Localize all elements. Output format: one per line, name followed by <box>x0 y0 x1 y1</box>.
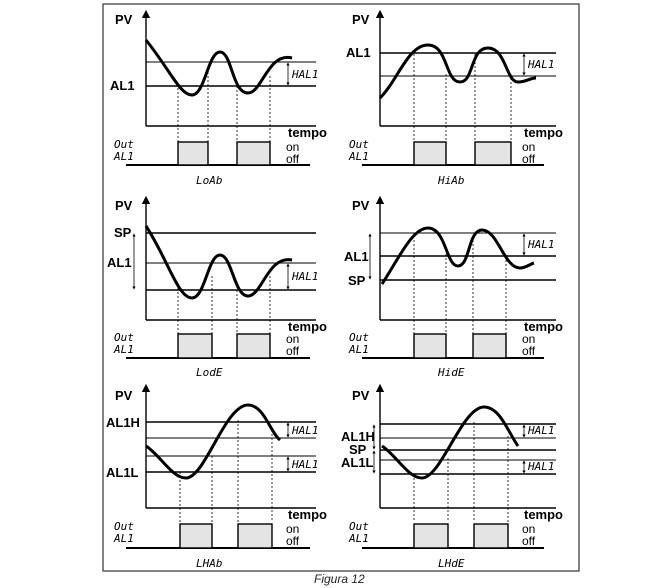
off-label: off <box>286 534 300 548</box>
hys-label: HAL1 <box>291 68 319 81</box>
setpoint-label: SP <box>349 442 367 457</box>
y-axis-label: PV <box>115 388 133 403</box>
out-label: AL1 <box>113 150 134 163</box>
panel-lode: PV tempo SP AL1 HAL1 Out AL1 on off LodE <box>107 195 327 379</box>
y-axis-label: PV <box>352 12 370 27</box>
output-pulse <box>236 141 271 166</box>
out-label: Out <box>114 331 134 344</box>
pv-curve <box>381 405 520 480</box>
x-axis-label: tempo <box>288 507 327 522</box>
hys-label: HAL1 <box>527 58 555 71</box>
out-label: Out <box>114 138 134 151</box>
y-axis-label: PV <box>115 12 133 27</box>
out-label: Out <box>349 138 369 151</box>
x-axis-label: tempo <box>524 507 563 522</box>
pv-curve <box>145 403 282 480</box>
hys-label: HAL1 <box>527 460 555 473</box>
x-axis-label: tempo <box>524 125 563 140</box>
low-threshold-label: AL1L <box>341 455 374 470</box>
mode-label: LHdE <box>438 557 465 570</box>
mode-label: HidE <box>437 366 465 379</box>
mode-label: LHAb <box>196 557 223 570</box>
hys-label: HAL1 <box>291 424 319 437</box>
hys-label: HAL1 <box>527 238 555 251</box>
output-pulse <box>179 523 213 549</box>
figure-caption: Figura 12 <box>314 572 365 586</box>
on-label: on <box>286 522 299 536</box>
y-axis-label: PV <box>352 388 370 403</box>
setpoint-label: SP <box>348 273 366 288</box>
out-label: Out <box>114 520 134 533</box>
high-threshold-label: AL1H <box>341 429 375 444</box>
figure-frame <box>102 3 580 572</box>
off-label: off <box>286 152 300 166</box>
off-label: off <box>522 534 536 548</box>
on-label: on <box>286 140 299 154</box>
x-axis-label: tempo <box>288 319 327 334</box>
setpoint-label: SP <box>114 225 132 240</box>
panel-hiab: PV tempo AL1 HAL1 Out AL1 on off HiAb <box>346 9 563 187</box>
output-pulse <box>472 333 507 359</box>
y-axis-label: PV <box>115 198 133 213</box>
x-axis-label: tempo <box>524 319 563 334</box>
out-label: AL1 <box>113 532 134 545</box>
hys-label: HAL1 <box>291 458 319 471</box>
output-pulse <box>413 141 447 166</box>
output-pulse <box>177 141 209 166</box>
output-pulse <box>474 141 512 166</box>
on-label: on <box>522 522 535 536</box>
out-label: AL1 <box>348 343 369 356</box>
output-pulse <box>177 333 213 359</box>
panel-lhab: PV tempo AL1H AL1L HAL1 HAL1 Out AL1 on … <box>106 383 327 570</box>
output-pulse <box>413 333 447 359</box>
panel-hide: PV tempo AL1 SP HAL1 Out AL1 on off HidE <box>344 195 563 379</box>
panel-lhde: PV tempo AL1H SP AL1L HAL1 HAL1 Out AL1 … <box>341 383 563 570</box>
high-threshold-label: AL1H <box>106 415 140 430</box>
out-label: Out <box>349 331 369 344</box>
threshold-label: AL1 <box>344 249 369 264</box>
hys-label: HAL1 <box>291 270 319 283</box>
off-label: off <box>522 152 536 166</box>
hys-label: HAL1 <box>527 424 555 437</box>
on-label: on <box>522 332 535 346</box>
out-label: AL1 <box>113 343 134 356</box>
off-label: off <box>522 344 536 358</box>
off-label: off <box>286 344 300 358</box>
threshold-label: AL1 <box>107 255 132 270</box>
pv-curve <box>380 226 535 285</box>
on-label: on <box>286 332 299 346</box>
y-axis-label: PV <box>352 198 370 213</box>
threshold-label: AL1 <box>110 78 135 93</box>
pv-curve <box>144 225 293 300</box>
mode-label: HiAb <box>437 174 465 187</box>
output-pulse <box>413 523 449 549</box>
mode-label: LoAb <box>196 174 223 187</box>
out-label: Out <box>349 520 369 533</box>
output-pulse <box>237 523 273 549</box>
x-axis-label: tempo <box>288 125 327 140</box>
output-pulse <box>236 333 271 359</box>
out-label: AL1 <box>348 532 369 545</box>
pv-curve <box>144 39 293 97</box>
on-label: on <box>522 140 535 154</box>
low-threshold-label: AL1L <box>106 465 139 480</box>
out-label: AL1 <box>348 150 369 163</box>
output-pulse <box>473 523 509 549</box>
pv-curve <box>378 43 537 100</box>
mode-label: LodE <box>196 366 223 379</box>
threshold-label: AL1 <box>346 45 371 60</box>
panel-loab: PV tempo AL1 HAL1 Out AL1 on off LoAb <box>110 9 327 187</box>
